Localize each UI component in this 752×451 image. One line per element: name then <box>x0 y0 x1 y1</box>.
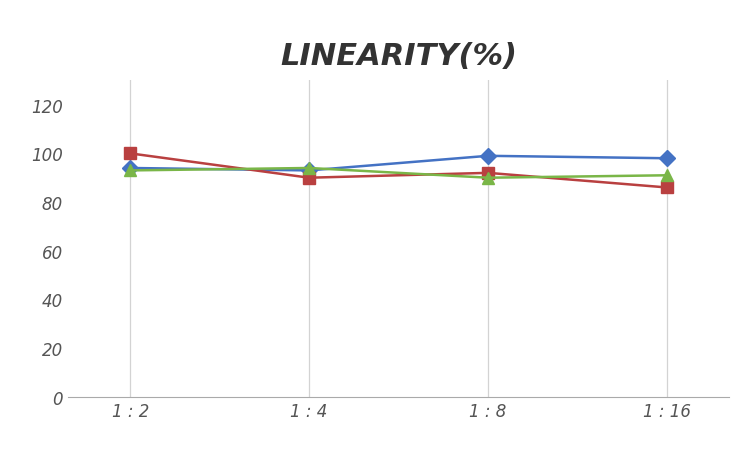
Cell culture media (n=5) <box>305 166 314 171</box>
Cell culture media (n=5) <box>484 175 493 181</box>
Serum (n=5) <box>305 168 314 174</box>
EDTA plasma (n=5) <box>126 152 135 157</box>
Title: LINEARITY(%): LINEARITY(%) <box>280 41 517 70</box>
Line: Serum (n=5): Serum (n=5) <box>125 151 672 177</box>
Serum (n=5) <box>663 156 672 161</box>
Cell culture media (n=5) <box>663 173 672 179</box>
Serum (n=5) <box>484 154 493 159</box>
Line: EDTA plasma (n=5): EDTA plasma (n=5) <box>125 148 672 193</box>
EDTA plasma (n=5) <box>305 175 314 181</box>
EDTA plasma (n=5) <box>484 171 493 176</box>
Line: Cell culture media (n=5): Cell culture media (n=5) <box>125 163 672 184</box>
Cell culture media (n=5) <box>126 168 135 174</box>
EDTA plasma (n=5) <box>663 185 672 191</box>
Serum (n=5) <box>126 166 135 171</box>
